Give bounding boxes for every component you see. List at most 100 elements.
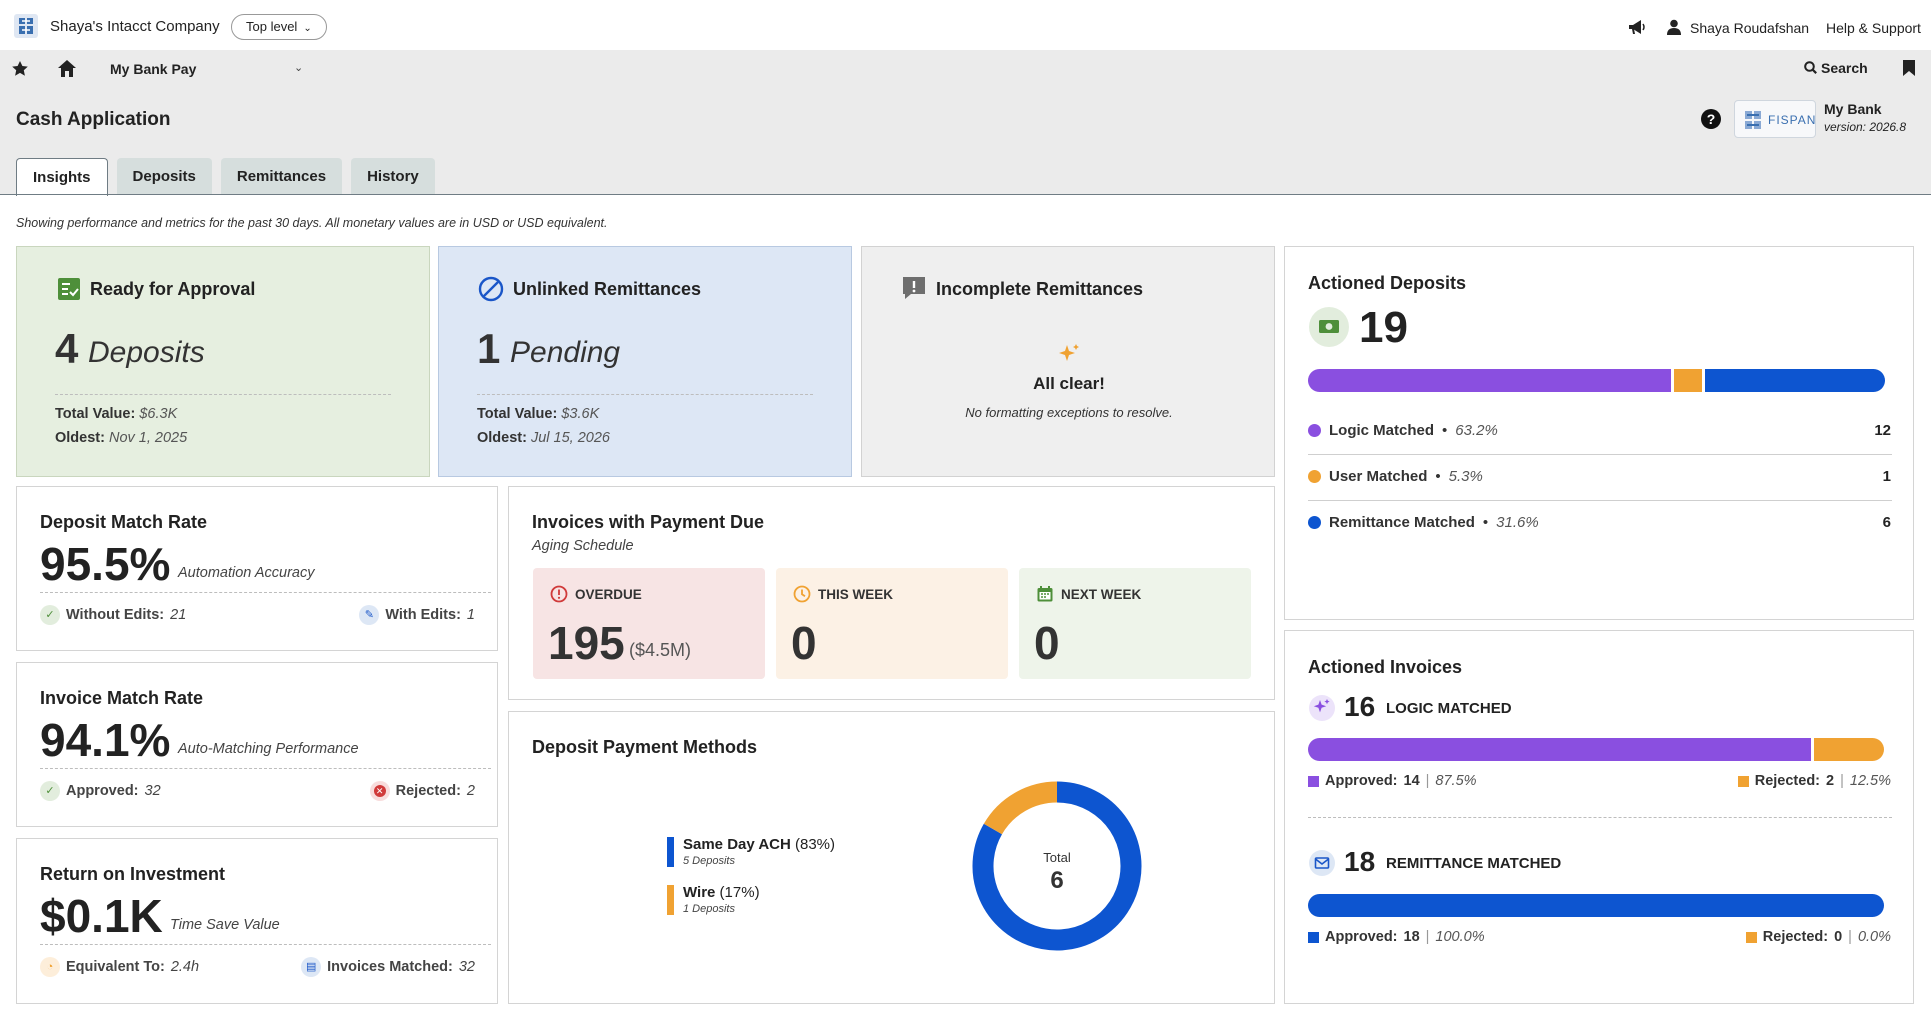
- level-dropdown[interactable]: Top level ⌄: [231, 14, 327, 40]
- svg-text:?: ?: [1707, 111, 1716, 127]
- all-clear-note: No formatting exceptions to resolve.: [965, 405, 1173, 420]
- calendar-icon: [1037, 586, 1053, 602]
- star-icon[interactable]: [11, 60, 29, 78]
- stat-label: With Edits:: [385, 607, 461, 623]
- legend-label: Remittance Matched: [1329, 514, 1475, 531]
- donut-slice-wire[interactable]: [983, 781, 1058, 835]
- invoice-match-rate-card: Invoice Match Rate 94.1% Auto-Matching P…: [16, 662, 498, 827]
- bank-name: My Bank: [1824, 101, 1882, 117]
- metric-value: $0.1K: [40, 890, 163, 942]
- page-subtitle: Showing performance and metrics for the …: [16, 216, 608, 230]
- stat-pct: 87.5%: [1435, 773, 1477, 789]
- legend-count: 1: [1882, 468, 1891, 485]
- metric-title: Return on Investment: [40, 864, 226, 884]
- due-label-text: THIS WEEK: [818, 586, 894, 602]
- deposit-payment-methods-card: Deposit Payment Methods Same Day ACH (83…: [508, 711, 1275, 1004]
- search-label: Search: [1821, 60, 1868, 76]
- donut-total-label: Total: [1043, 850, 1071, 865]
- next-week-count: 0: [1034, 617, 1060, 669]
- tab-remittances[interactable]: Remittances: [220, 158, 343, 195]
- unlinked-count: 1: [477, 325, 501, 372]
- stat-label: Equivalent To:: [66, 959, 165, 975]
- help-support-link[interactable]: Help & Support: [1826, 20, 1921, 36]
- ready-for-approval-card[interactable]: Ready for Approval 4 Deposits Total Valu…: [16, 246, 430, 477]
- legend-dot: [1308, 516, 1321, 529]
- help-icon[interactable]: ?: [1700, 108, 1722, 130]
- legend-count: 12: [1874, 422, 1891, 439]
- stat-value: 32: [458, 959, 475, 975]
- due-label-text: NEXT WEEK: [1061, 586, 1142, 602]
- bookmark-icon[interactable]: [1902, 59, 1916, 77]
- chevron-down-icon[interactable]: ⌄: [294, 62, 304, 74]
- separator: |: [1840, 773, 1844, 789]
- tab-history[interactable]: History: [351, 158, 435, 195]
- legend-pct: (17%): [719, 884, 760, 901]
- logic-rejected-stat: Rejected: 2 | 12.5%: [1737, 773, 1891, 789]
- sparkle-icon: [1309, 695, 1335, 721]
- total-value-label: Total Value:: [477, 406, 558, 422]
- user-name[interactable]: Shaya Roudafshan: [1690, 20, 1810, 36]
- remit-rejected-stat: Rejected: 0 | 0.0%: [1745, 929, 1891, 945]
- donut-total-value: 6: [1050, 867, 1063, 894]
- metric-subtitle: Automation Accuracy: [178, 565, 315, 581]
- user-icon: [1667, 19, 1681, 35]
- top-header: Shaya's Intacct Company Top level ⌄ Shaya…: [0, 0, 1931, 50]
- this-week-label: THIS WEEK: [793, 585, 893, 603]
- overdue-box[interactable]: OVERDUE 195 ($4.5M): [533, 568, 765, 679]
- home-icon[interactable]: [57, 59, 77, 78]
- tab-insights[interactable]: Insights: [16, 158, 108, 196]
- company-logo-icon[interactable]: [12, 12, 40, 40]
- stat-label: Invoices Matched:: [327, 959, 453, 975]
- separator: |: [1425, 773, 1430, 789]
- stat-label: Rejected:: [395, 783, 461, 799]
- search-button[interactable]: Search: [1804, 60, 1868, 76]
- this-week-box[interactable]: THIS WEEK 0: [776, 568, 1008, 679]
- legend-swatch: [1745, 931, 1757, 943]
- legend-subtext: 5 Deposits: [683, 855, 735, 867]
- card-title: Incomplete Remittances: [936, 279, 1144, 299]
- page-title: Cash Application: [16, 109, 171, 130]
- x-circle-icon: ✕: [369, 781, 390, 801]
- card-title: Actioned Invoices: [1308, 657, 1463, 677]
- donut-slice-same-day-ach[interactable]: [972, 781, 1142, 951]
- legend-pct: 31.6%: [1496, 514, 1539, 531]
- stat-value: 2: [1826, 773, 1835, 789]
- oldest-value: Nov 1, 2025: [108, 430, 188, 446]
- mail-icon: [1309, 850, 1335, 876]
- metric-value: 94.1%: [40, 714, 171, 766]
- metric-value: 95.5%: [40, 538, 171, 590]
- app-menu-title[interactable]: My Bank Pay: [110, 61, 197, 77]
- tab-divider: [0, 194, 1931, 195]
- oldest-label: Oldest:: [55, 430, 105, 446]
- company-name[interactable]: Shaya's Intacct Company: [50, 18, 220, 35]
- fispan-logo-icon: [1745, 111, 1761, 129]
- ready-count: 4: [55, 325, 79, 372]
- next-week-box[interactable]: NEXT WEEK 0: [1019, 568, 1251, 679]
- tab-deposits[interactable]: Deposits: [116, 158, 212, 195]
- divider: [1308, 454, 1892, 455]
- ready-unit: Deposits: [88, 336, 205, 369]
- legend-subtext: 1 Deposits: [683, 903, 735, 915]
- chevron-down-icon: ⌄: [303, 23, 312, 34]
- unlinked-remittances-card[interactable]: Unlinked Remittances 1 Pending Total Val…: [438, 246, 852, 477]
- logic-approved-stat: Approved: 14 | 87.5%: [1308, 773, 1477, 789]
- actioned-invoices-card: Actioned Invoices 16 LOGIC MATCHED Appro…: [1284, 630, 1914, 1004]
- app-nav-bar: My Bank Pay ⌄ Search: [0, 50, 1931, 88]
- stat-value: 0: [1834, 929, 1843, 945]
- alert-message-icon: [903, 277, 925, 299]
- stat-value: 2: [466, 783, 475, 799]
- cash-icon: [1309, 307, 1349, 347]
- deposit-breakdown-bar: [1308, 369, 1885, 392]
- clock-icon: [793, 585, 811, 603]
- logic-matched-count: 16: [1344, 691, 1376, 722]
- megaphone-icon[interactable]: [1628, 19, 1646, 35]
- overdue-count: 195: [548, 617, 625, 669]
- bar-segment-rejected: [1813, 738, 1884, 761]
- search-icon: [1804, 61, 1817, 74]
- total-value: $6.3K: [139, 406, 178, 422]
- metric-title: Deposit Match Rate: [40, 512, 208, 532]
- logic-matched-label: LOGIC MATCHED: [1386, 700, 1512, 717]
- incomplete-remittances-card[interactable]: Incomplete Remittances All clear! No for…: [861, 246, 1275, 477]
- metric-subtitle: Time Save Value: [170, 917, 280, 933]
- legend-name: Same Day ACH: [683, 836, 791, 853]
